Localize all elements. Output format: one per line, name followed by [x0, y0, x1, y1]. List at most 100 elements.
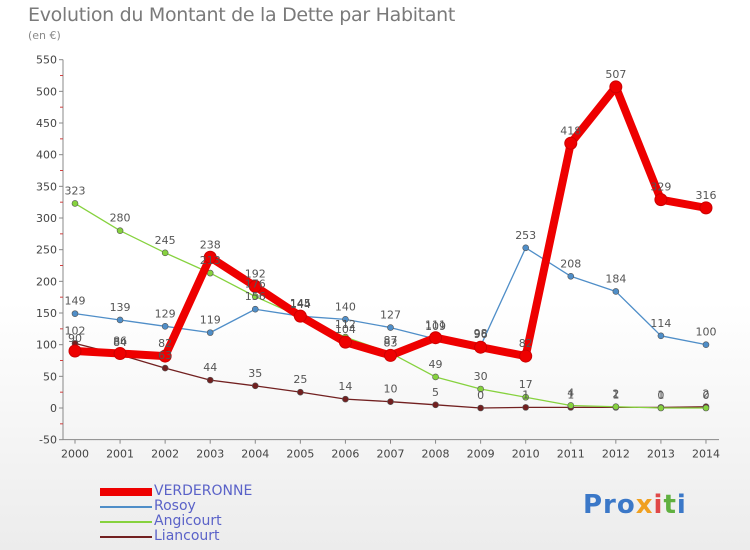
x-tick-label: 2000	[61, 448, 89, 461]
legend-label: Angicourt	[154, 513, 222, 529]
data-point-angicourt	[657, 404, 665, 412]
data-label-rosoy: 156	[245, 290, 266, 303]
data-label-rosoy: 208	[560, 257, 581, 270]
x-tick-label: 2007	[376, 448, 404, 461]
chart-unit: (en €)	[28, 29, 61, 42]
y-tick-label: 200	[36, 275, 57, 288]
data-label-rosoy: 140	[335, 300, 356, 313]
data-point-verderonne	[519, 349, 533, 363]
data-label-angicourt: 213	[200, 254, 221, 267]
data-label-rosoy: 139	[110, 301, 131, 314]
x-tick-label: 2003	[196, 448, 224, 461]
data-label-liancourt: 35	[248, 367, 262, 380]
x-tick-label: 2005	[286, 448, 314, 461]
data-point-verderonne	[699, 201, 713, 215]
data-point-rosoy	[612, 288, 620, 295]
data-point-verderonne	[338, 335, 352, 349]
data-point-rosoy	[702, 341, 710, 348]
data-point-liancourt	[206, 376, 214, 384]
data-point-verderonne	[429, 331, 443, 345]
data-label-liancourt: 1	[522, 388, 529, 401]
data-point-rosoy	[657, 332, 665, 340]
data-label-verderonne: 316	[695, 189, 716, 202]
data-label-verderonne: 192	[245, 267, 266, 280]
data-label-liancourt: 84	[113, 336, 127, 349]
data-label-angicourt: 2	[612, 388, 619, 401]
data-point-angicourt	[71, 200, 79, 207]
data-point-angicourt	[567, 402, 575, 409]
data-label-rosoy: 119	[200, 314, 221, 327]
data-label-rosoy: 109	[425, 320, 446, 333]
data-label-verderonne: 82	[519, 337, 533, 350]
data-label-angicourt: 17	[519, 378, 533, 391]
data-label-verderonne: 145	[290, 297, 311, 310]
data-label-angicourt: 144	[290, 298, 311, 311]
data-point-verderonne	[293, 309, 307, 323]
chart-title: Evolution du Montant de la Dette par Hab…	[28, 4, 456, 26]
y-tick-label: 150	[36, 307, 57, 320]
data-label-angicourt: 323	[65, 184, 86, 197]
data-point-angicourt	[161, 249, 169, 257]
data-point-verderonne	[474, 340, 488, 354]
data-label-rosoy: 145	[290, 297, 311, 310]
data-point-rosoy	[567, 272, 575, 280]
data-point-liancourt	[342, 395, 349, 403]
data-point-liancourt	[522, 404, 530, 411]
data-label-liancourt: 10	[383, 383, 397, 396]
data-label-verderonne: 90	[68, 332, 82, 345]
data-point-liancourt	[432, 401, 439, 409]
data-point-angicourt	[432, 373, 439, 381]
data-point-verderonne	[203, 250, 217, 264]
data-label-angicourt: 4	[567, 386, 574, 399]
data-label-liancourt: 14	[338, 380, 352, 393]
data-point-rosoy	[116, 316, 124, 324]
y-tick-label: 500	[36, 85, 57, 98]
data-point-verderonne	[113, 347, 127, 361]
data-point-verderonne	[68, 344, 82, 358]
data-label-rosoy: 100	[695, 326, 716, 339]
data-label-liancourt: 0	[477, 389, 484, 402]
series-line-rosoy	[74, 247, 707, 347]
data-point-verderonne	[158, 349, 172, 363]
data-point-liancourt	[387, 398, 394, 405]
data-label-rosoy: 149	[65, 295, 86, 308]
data-label-verderonne: 418	[560, 124, 581, 137]
x-tick-label: 2011	[557, 448, 585, 461]
data-point-rosoy	[251, 305, 259, 313]
data-label-rosoy: 98	[474, 327, 488, 340]
data-point-liancourt	[297, 388, 304, 396]
data-label-verderonne: 329	[650, 181, 671, 194]
data-point-angicourt	[477, 385, 484, 393]
data-point-verderonne	[564, 136, 578, 150]
x-tick-label: 2004	[241, 448, 269, 461]
data-label-angicourt: 280	[110, 212, 131, 225]
data-point-angicourt	[116, 227, 124, 234]
x-tick-label: 2002	[151, 448, 179, 461]
y-tick-label: 100	[36, 339, 57, 352]
data-point-liancourt	[161, 364, 169, 372]
x-tick-label: 2009	[467, 448, 495, 461]
data-point-rosoy	[522, 244, 530, 252]
data-point-verderonne	[654, 193, 668, 207]
y-tick-label: 350	[36, 180, 57, 193]
data-point-rosoy	[342, 316, 349, 323]
data-label-verderonne: 86	[113, 335, 127, 348]
data-point-angicourt	[612, 403, 620, 411]
data-point-verderonne	[609, 80, 623, 94]
legend-label: VERDERONNE	[154, 483, 253, 499]
data-point-angicourt	[251, 293, 259, 300]
data-label-angicourt: 112	[335, 318, 356, 331]
legend-label: Liancourt	[154, 528, 220, 544]
data-label-liancourt: 102	[65, 324, 86, 337]
legend-swatch	[100, 488, 152, 496]
x-tick-label: 2008	[422, 448, 450, 461]
data-point-liancourt	[251, 382, 259, 390]
data-label-liancourt: 63	[158, 349, 172, 362]
data-label-liancourt: 25	[293, 373, 307, 386]
data-label-angicourt: 49	[429, 358, 443, 371]
data-label-angicourt: 245	[155, 234, 176, 247]
legend-label: Rosoy	[154, 498, 196, 514]
x-tick-label: 2014	[692, 448, 720, 461]
